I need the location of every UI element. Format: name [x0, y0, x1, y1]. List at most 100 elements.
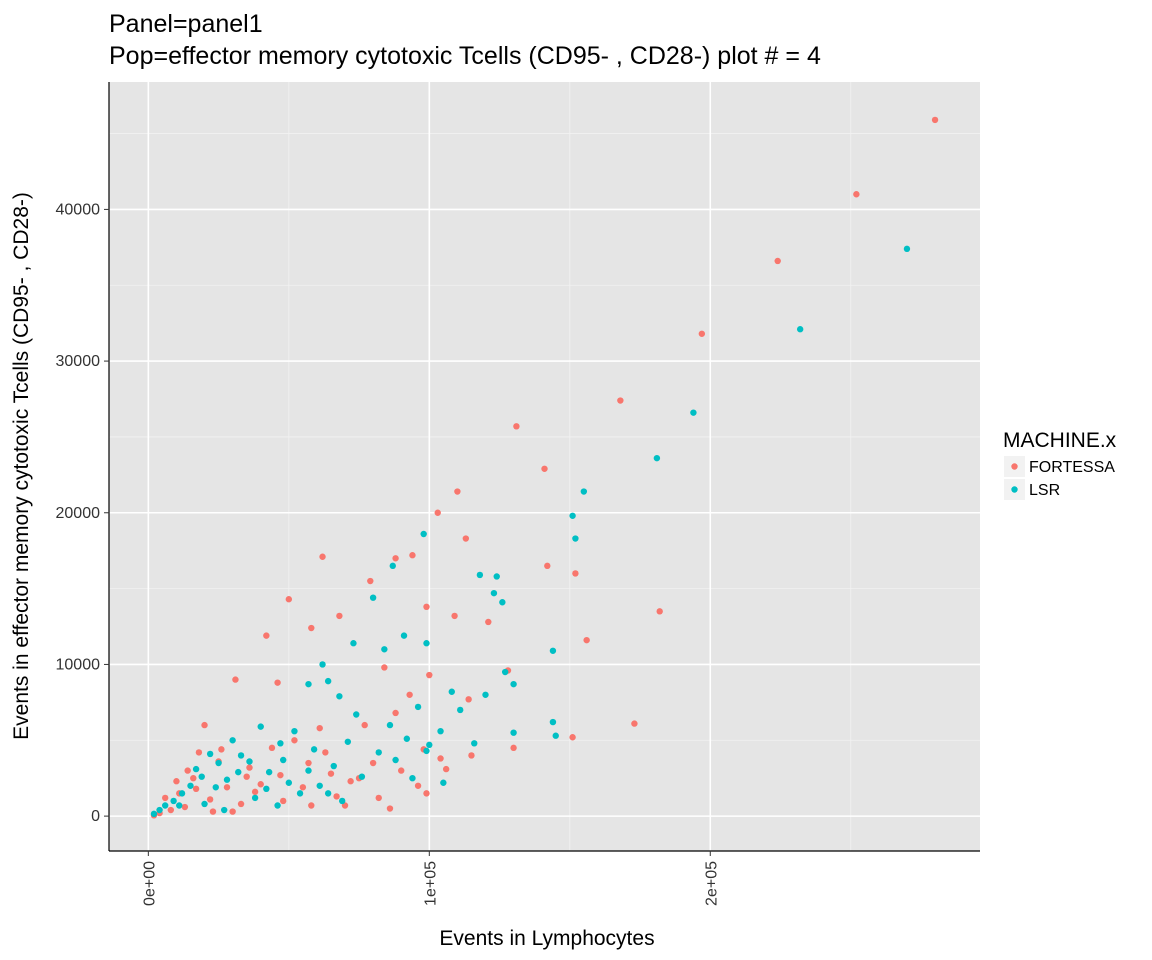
point-lsr — [316, 782, 323, 789]
point-lsr — [263, 785, 270, 793]
point-lsr — [257, 723, 264, 730]
point-fortessa — [246, 764, 253, 771]
point-fortessa — [409, 552, 416, 559]
point-fortessa — [513, 423, 520, 430]
point-fortessa — [218, 746, 225, 753]
point-fortessa — [285, 596, 293, 603]
point-lsr — [305, 767, 312, 774]
point-lsr — [369, 594, 377, 601]
point-fortessa — [485, 618, 492, 626]
point-lsr — [274, 802, 281, 809]
major-gridlines — [109, 82, 980, 851]
point-fortessa — [656, 608, 663, 615]
point-fortessa — [291, 737, 298, 744]
point-fortessa — [161, 794, 169, 802]
point-lsr — [653, 454, 661, 462]
point-fortessa — [195, 749, 203, 756]
legend: MACHINE.x FORTESSA LSR — [1003, 429, 1117, 500]
point-lsr — [350, 640, 357, 647]
legend-entries: FORTESSA LSR — [1004, 456, 1115, 500]
point-fortessa — [347, 778, 354, 785]
x-axis-ticks: 0e+00 1e+05 2e+05 — [141, 851, 720, 906]
point-lsr — [220, 806, 228, 814]
point-fortessa — [319, 553, 326, 560]
x-tick-label: 0e+00 — [141, 861, 158, 906]
point-lsr — [499, 599, 506, 606]
data-points — [150, 116, 939, 819]
point-fortessa — [462, 535, 470, 542]
point-fortessa — [423, 790, 430, 797]
point-lsr — [324, 677, 332, 685]
point-lsr — [296, 790, 304, 797]
point-fortessa — [617, 397, 624, 404]
point-lsr — [493, 573, 500, 580]
point-fortessa — [569, 734, 576, 741]
point-fortessa — [308, 802, 315, 809]
point-fortessa — [173, 778, 180, 785]
point-lsr — [277, 740, 284, 747]
point-lsr — [471, 740, 478, 747]
point-lsr — [510, 680, 517, 688]
point-lsr — [187, 782, 194, 789]
point-lsr — [903, 245, 911, 253]
point-lsr — [510, 729, 517, 736]
point-fortessa — [181, 803, 189, 811]
point-lsr — [192, 765, 200, 773]
point-fortessa — [572, 570, 579, 577]
point-fortessa — [316, 724, 323, 732]
point-fortessa — [631, 720, 638, 727]
point-fortessa — [853, 191, 860, 198]
point-fortessa — [406, 691, 413, 698]
point-fortessa — [392, 555, 399, 562]
point-fortessa — [257, 781, 264, 788]
point-fortessa — [299, 784, 307, 791]
point-lsr — [310, 746, 318, 753]
point-lsr — [358, 773, 366, 780]
point-fortessa — [369, 759, 377, 767]
point-fortessa — [333, 793, 340, 800]
point-lsr — [403, 735, 411, 742]
point-lsr — [305, 680, 312, 688]
point-lsr — [569, 512, 576, 519]
point-lsr — [381, 646, 388, 653]
point-lsr — [448, 688, 455, 695]
point-fortessa — [468, 752, 475, 759]
y-tick-label: 10000 — [56, 656, 101, 673]
y-tick-label: 0 — [91, 808, 100, 825]
point-fortessa — [774, 257, 781, 265]
point-lsr — [400, 632, 408, 639]
point-lsr — [426, 741, 433, 749]
point-fortessa — [336, 612, 343, 620]
point-lsr — [280, 756, 287, 764]
point-fortessa — [223, 784, 231, 791]
point-fortessa — [375, 794, 382, 802]
point-fortessa — [280, 797, 287, 805]
point-fortessa — [167, 806, 175, 814]
point-lsr — [490, 589, 498, 597]
point-lsr — [235, 768, 242, 776]
point-fortessa — [274, 679, 281, 686]
point-lsr — [161, 802, 169, 809]
point-fortessa — [361, 721, 368, 729]
point-lsr — [206, 750, 214, 758]
point-fortessa — [931, 116, 939, 124]
point-fortessa — [437, 755, 444, 762]
point-fortessa — [386, 805, 394, 812]
point-fortessa — [277, 771, 284, 779]
point-fortessa — [510, 744, 517, 752]
point-fortessa — [201, 721, 208, 729]
point-fortessa — [544, 562, 551, 570]
point-lsr — [353, 711, 360, 718]
point-fortessa — [192, 785, 200, 793]
point-lsr — [339, 797, 346, 805]
y-tick-label: 20000 — [56, 505, 101, 522]
point-fortessa — [263, 632, 270, 639]
point-lsr — [482, 691, 489, 698]
point-lsr — [572, 535, 579, 542]
point-lsr — [420, 530, 427, 538]
point-fortessa — [305, 759, 312, 767]
point-lsr — [215, 759, 222, 767]
point-fortessa — [190, 774, 197, 782]
point-fortessa — [381, 664, 388, 671]
point-lsr — [440, 779, 447, 786]
